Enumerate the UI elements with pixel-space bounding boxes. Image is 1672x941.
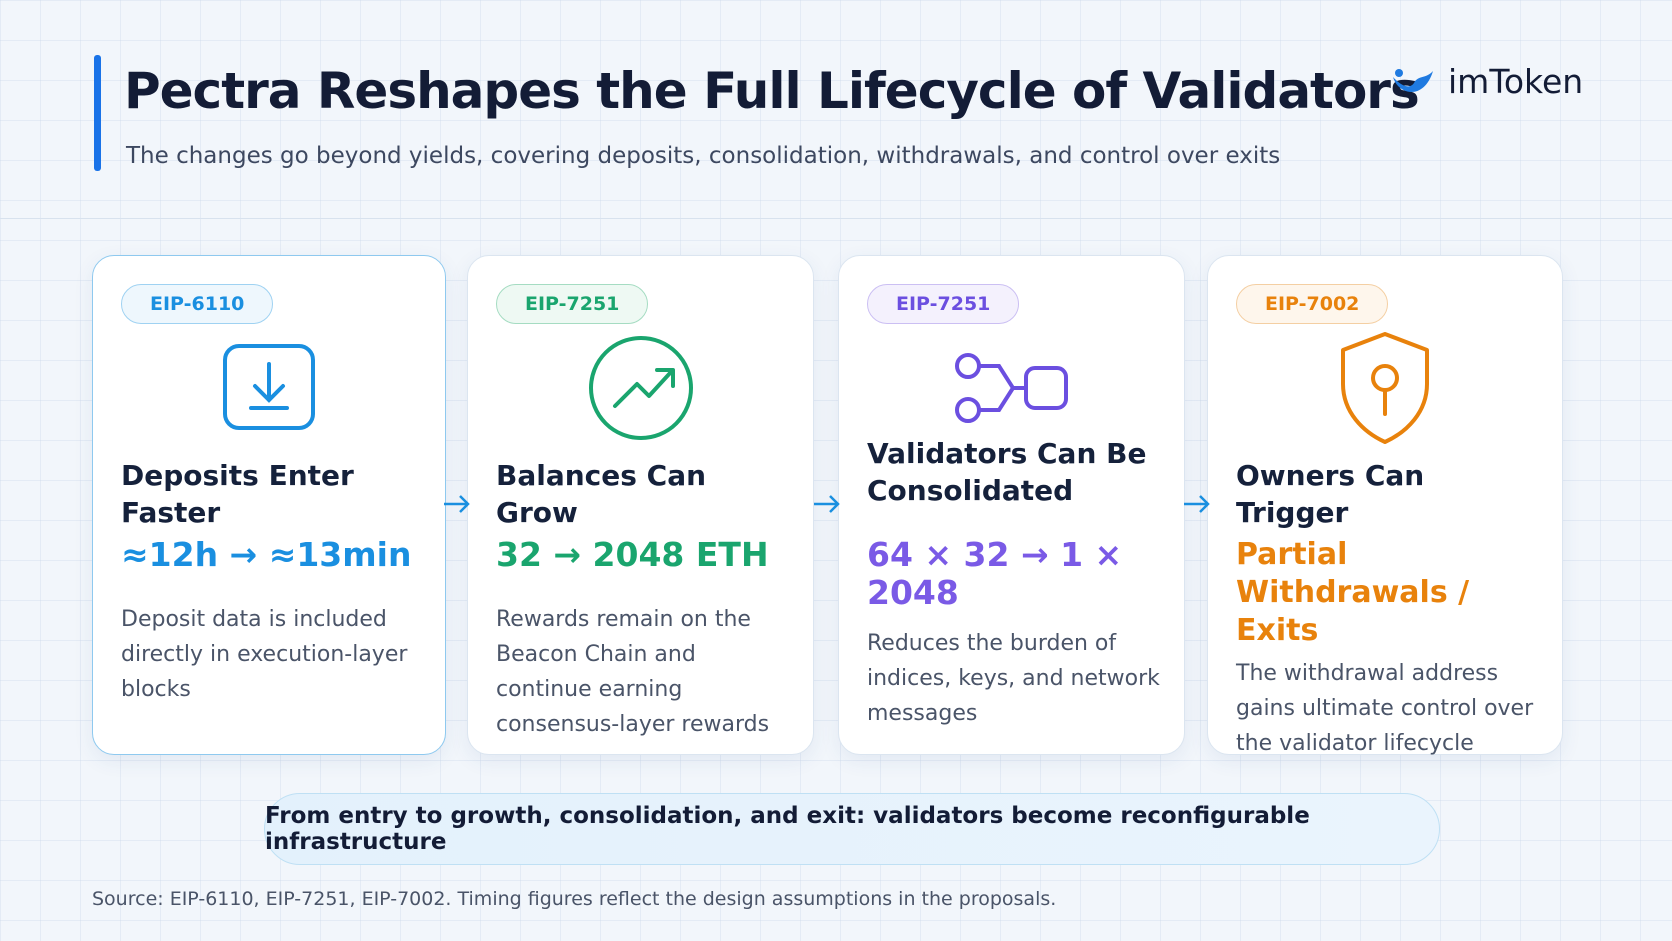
- card: EIP-7251 Validators Can Be Consolidated …: [838, 255, 1185, 755]
- icon: [839, 324, 1184, 452]
- source-note: Source: EIP-6110, EIP-7251, EIP-7002. Ti…: [92, 888, 1057, 910]
- highlight: ≈12h → ≈13min: [121, 535, 412, 574]
- brand-logo: [1393, 68, 1433, 92]
- icon: [468, 324, 813, 452]
- accent-bar: [94, 55, 101, 171]
- brand: imToken: [1390, 62, 1583, 101]
- card-title: Owners Can Trigger: [1236, 459, 1425, 529]
- tag: EIP-6110: [121, 284, 274, 324]
- flow-arrow: [444, 495, 470, 513]
- card: EIP-6110 Deposits Enter Faster ≈12h → ≈1…: [92, 255, 446, 755]
- card: EIP-7002 Owners Can Trigger Partial With…: [1207, 255, 1563, 756]
- card: EIP-7251 Balances Can Grow 32 → 2048 ETH…: [467, 255, 814, 755]
- tag: EIP-7002: [1236, 284, 1389, 324]
- card-title: Deposits Enter Faster: [121, 459, 354, 529]
- title: Pectra Reshapes the Full Lifecycle of Va…: [124, 62, 1420, 120]
- card-title: Balances Can Grow: [496, 459, 707, 529]
- divider: [0, 218, 1672, 219]
- tag: EIP-7251: [496, 284, 649, 324]
- subtitle: The changes go beyond yields, covering d…: [126, 143, 1281, 169]
- description: The withdrawal address gains ultimate co…: [1236, 661, 1534, 756]
- highlight: 32 → 2048 ETH: [496, 535, 769, 574]
- card-title: Validators Can Be Consolidated: [867, 437, 1147, 507]
- icon: [93, 324, 445, 452]
- flow-arrow: [814, 495, 840, 513]
- tag: EIP-7251: [867, 284, 1020, 324]
- description: Deposit data is included directly in exe…: [121, 607, 408, 702]
- description: Rewards remain on the Beacon Chain and c…: [496, 607, 770, 737]
- banner: From entry to growth, consolidation, and…: [264, 793, 1440, 865]
- flow-arrow: [1184, 495, 1210, 513]
- highlight: Partial Withdrawals / Exits: [1236, 537, 1470, 648]
- icon: [1208, 324, 1562, 452]
- brand-name: imToken: [1448, 62, 1584, 101]
- description: Reduces the burden of indices, keys, and…: [867, 631, 1160, 726]
- highlight: 64 × 32 → 1 × 2048: [867, 535, 1123, 612]
